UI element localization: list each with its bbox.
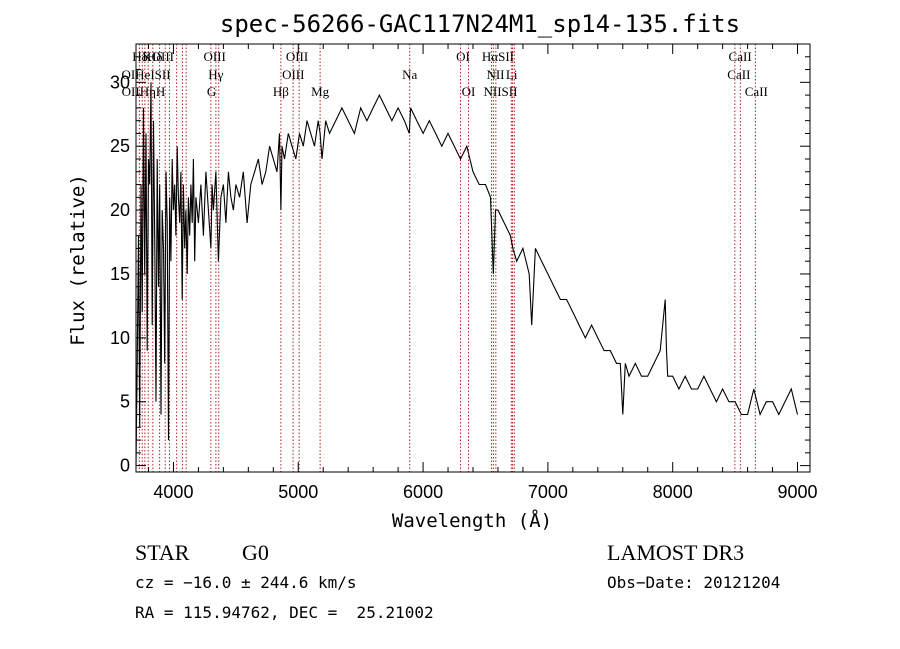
line-label: OIIHηH bbox=[122, 84, 166, 99]
observation-date: Obs−Date: 20121204 bbox=[607, 573, 781, 592]
plot-frame bbox=[135, 43, 811, 473]
x-tick-label: 8000 bbox=[653, 482, 693, 502]
line-label: OIII bbox=[203, 49, 225, 64]
x-tick-label: 6000 bbox=[403, 482, 443, 502]
x-tick-label: 9000 bbox=[777, 482, 817, 502]
redshift-cz: cz = −16.0 ± 244.6 km/s bbox=[135, 573, 357, 592]
line-label: NII bbox=[486, 67, 504, 82]
line-label: OI bbox=[456, 49, 470, 64]
line-label: Mg bbox=[311, 84, 330, 99]
y-tick-label: 30 bbox=[110, 72, 130, 92]
x-tick-label: 5000 bbox=[278, 482, 318, 502]
y-tick-label: 15 bbox=[110, 264, 130, 284]
x-tick-label: 7000 bbox=[528, 482, 568, 502]
line-label: OIII bbox=[152, 49, 174, 64]
y-axis-ticks: 0 5 10 15 20 25 30 bbox=[110, 56, 810, 476]
line-label: OIII bbox=[282, 67, 304, 82]
line-label: CaII bbox=[745, 84, 768, 99]
chart-title: spec-56266-GAC117N24M1_sp14-135.fits bbox=[220, 10, 740, 38]
y-tick-label: 25 bbox=[110, 136, 130, 156]
line-label: CaII bbox=[727, 67, 750, 82]
x-axis-label: Wavelength (Å) bbox=[392, 509, 552, 532]
x-axis-ticks: 4000 5000 6000 7000 8000 9000 bbox=[147, 44, 818, 502]
y-tick-label: 10 bbox=[110, 328, 130, 348]
line-label: Hβ bbox=[273, 84, 289, 99]
object-class: STAR bbox=[135, 540, 190, 565]
line-label: NIISII bbox=[483, 84, 517, 99]
line-label: G bbox=[207, 84, 216, 99]
line-label: Li bbox=[506, 67, 518, 82]
line-label: Na bbox=[402, 67, 417, 82]
line-label: OIHeISII bbox=[121, 67, 170, 82]
y-tick-label: 5 bbox=[120, 392, 130, 412]
y-axis-label: Flux (relative) bbox=[67, 174, 89, 346]
flux-series-line bbox=[135, 82, 799, 466]
line-label: Hγ bbox=[208, 67, 223, 82]
coordinates: RA = 115.94762, DEC = 25.21002 bbox=[135, 603, 434, 622]
line-label: OIII bbox=[286, 49, 308, 64]
spectral-line-markers bbox=[138, 44, 756, 472]
object-subclass: G0 bbox=[242, 540, 269, 565]
line-label: Hδ bbox=[147, 49, 163, 64]
line-label: OI bbox=[462, 84, 476, 99]
line-label: HαSII bbox=[482, 49, 514, 64]
x-tick-label: 4000 bbox=[153, 482, 193, 502]
line-label: K bbox=[143, 49, 153, 64]
line-label: CaII bbox=[729, 49, 752, 64]
y-tick-label: 0 bbox=[120, 456, 130, 476]
survey-name: LAMOST DR3 bbox=[607, 540, 745, 565]
y-tick-label: 20 bbox=[110, 200, 130, 220]
